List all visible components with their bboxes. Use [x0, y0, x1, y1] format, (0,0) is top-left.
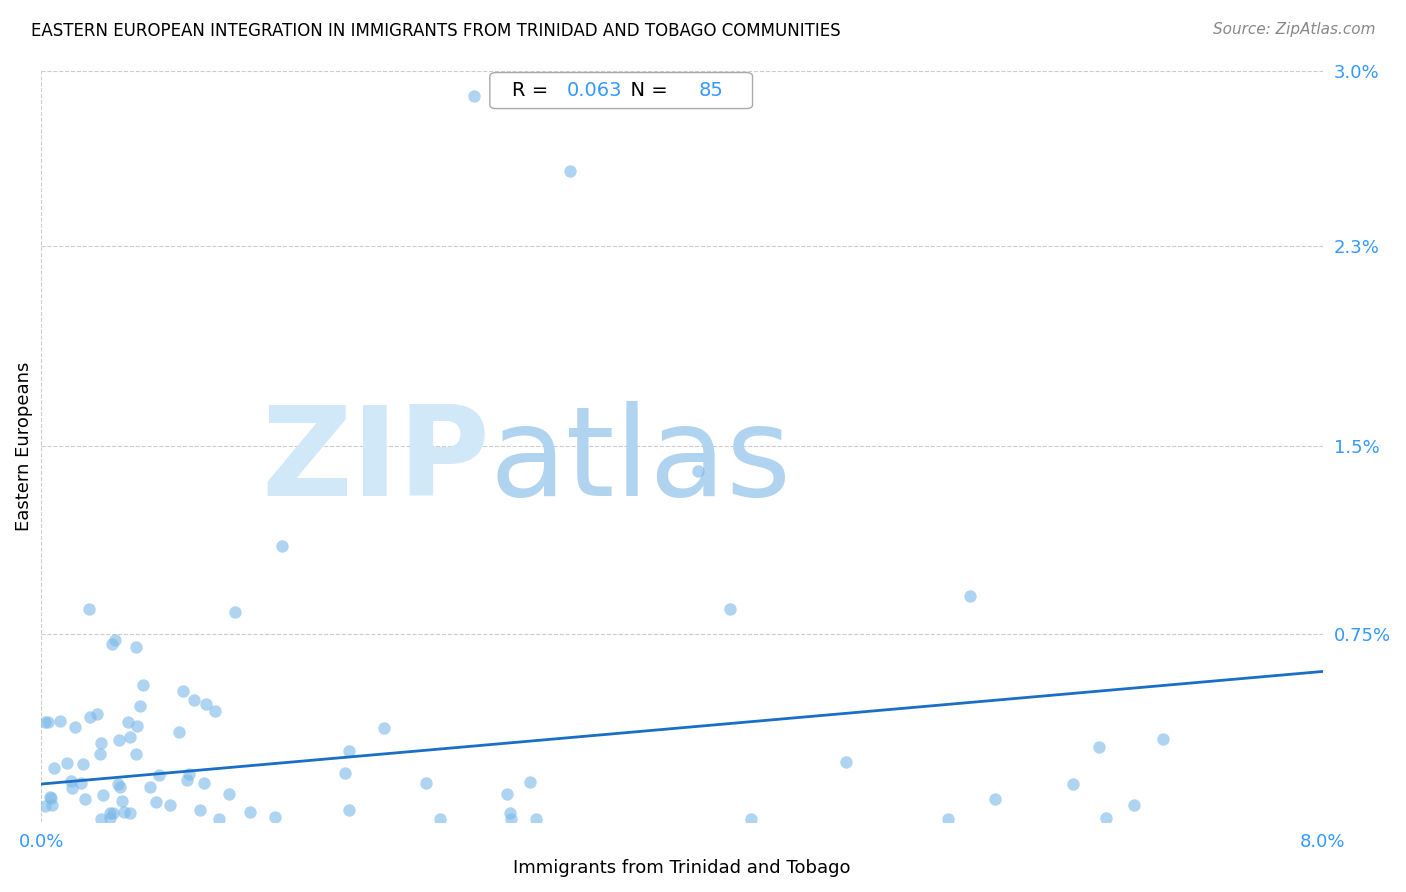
Point [193, 775, 215, 789]
Point [519, 774, 541, 789]
Point [89, 747, 111, 762]
Point [37, 714, 59, 729]
Point [263, 810, 285, 824]
Point [125, 719, 148, 733]
Text: atlas: atlas [489, 401, 792, 522]
Point [270, 540, 292, 554]
Point [337, 744, 360, 758]
Point [463, 89, 485, 103]
Point [34, 798, 56, 813]
Point [1087, 739, 1109, 754]
Point [959, 590, 981, 604]
Text: 85: 85 [699, 81, 724, 100]
Point [42, 761, 65, 775]
Point [98, 805, 121, 820]
Point [499, 812, 522, 826]
Text: R =: R = [512, 81, 554, 100]
Point [79, 710, 101, 724]
Text: 0.063: 0.063 [567, 81, 623, 100]
Point [101, 805, 124, 820]
Point [208, 812, 231, 826]
Point [239, 805, 262, 820]
Point [176, 772, 198, 787]
Point [98, 811, 121, 825]
Point [120, 730, 142, 744]
Point [495, 787, 517, 801]
Point [125, 747, 148, 762]
Point [86, 706, 108, 721]
Point [72, 757, 94, 772]
Point [195, 697, 218, 711]
Point [139, 780, 162, 794]
Point [218, 787, 240, 801]
Point [56, 756, 79, 770]
Point [183, 693, 205, 707]
Point [984, 792, 1007, 806]
Point [60, 780, 83, 795]
Point [104, 633, 127, 648]
Point [48, 714, 70, 728]
Point [34, 714, 56, 729]
Point [39, 791, 62, 805]
Text: N =: N = [619, 81, 673, 100]
Point [120, 805, 142, 820]
Point [718, 602, 741, 616]
Point [114, 805, 136, 819]
Point [108, 780, 131, 795]
Point [70, 775, 93, 789]
Point [1095, 811, 1118, 825]
Point [90, 812, 112, 826]
Point [204, 704, 226, 718]
Point [337, 803, 360, 817]
Point [415, 776, 437, 790]
Text: Source: ZipAtlas.com: Source: ZipAtlas.com [1212, 22, 1375, 37]
Point [167, 725, 190, 739]
Text: ZIP: ZIP [262, 401, 489, 522]
Point [172, 684, 194, 698]
Point [129, 699, 152, 714]
Point [177, 767, 200, 781]
Point [63, 720, 86, 734]
Point [835, 755, 858, 769]
X-axis label: Immigrants from Trinidad and Tobago: Immigrants from Trinidad and Tobago [513, 859, 851, 877]
Point [107, 733, 129, 747]
Point [117, 714, 139, 729]
Point [148, 768, 170, 782]
Y-axis label: Eastern Europeans: Eastern Europeans [15, 361, 32, 531]
Point [188, 803, 211, 817]
Point [39, 790, 62, 805]
Point [333, 765, 356, 780]
Point [1152, 731, 1174, 746]
FancyBboxPatch shape [489, 72, 752, 109]
Point [1062, 777, 1084, 791]
Point [686, 464, 709, 478]
Point [936, 812, 959, 826]
Point [145, 795, 167, 809]
Point [373, 721, 395, 735]
Point [132, 678, 155, 692]
Point [224, 605, 246, 619]
Point [107, 777, 129, 791]
Point [59, 774, 82, 789]
Point [91, 789, 114, 803]
Point [100, 637, 122, 651]
Point [499, 806, 522, 821]
Point [41, 797, 63, 812]
Point [524, 812, 547, 826]
Text: EASTERN EUROPEAN INTEGRATION IN IMMIGRANTS FROM TRINIDAD AND TOBAGO COMMUNITIES: EASTERN EUROPEAN INTEGRATION IN IMMIGRAN… [31, 22, 841, 40]
Point [77, 602, 100, 616]
Point [740, 812, 762, 826]
Point [73, 792, 96, 806]
Point [1123, 797, 1146, 812]
Point [159, 798, 181, 813]
Point [125, 640, 148, 654]
Point [111, 794, 134, 808]
Point [90, 735, 112, 749]
Point [429, 812, 451, 826]
Point [558, 164, 581, 178]
